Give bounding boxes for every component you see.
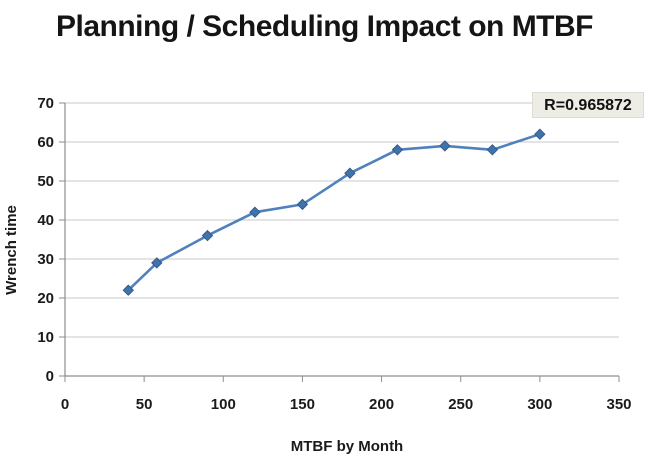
data-point-marker <box>344 167 356 179</box>
data-point-marker <box>391 144 404 156</box>
y-tick-label: 40 <box>37 212 54 229</box>
y-tick-label: 50 <box>37 173 54 190</box>
x-tick-label: 350 <box>606 396 631 413</box>
data-point-marker <box>249 206 261 218</box>
correlation-annotation: R=0.965872 <box>532 92 644 118</box>
data-point-marker <box>486 144 499 156</box>
data-point-marker <box>122 284 135 296</box>
x-tick-label: 300 <box>527 396 552 413</box>
y-tick-label: 70 <box>37 95 54 112</box>
y-tick-label: 60 <box>37 134 54 151</box>
x-tick-label: 50 <box>136 396 153 413</box>
y-tick-label: 20 <box>37 290 54 307</box>
series-line <box>127 132 542 292</box>
x-tick-label: 0 <box>61 396 69 413</box>
x-tick-label: 200 <box>369 396 394 413</box>
x-tick-label: 150 <box>290 396 315 413</box>
data-point-marker <box>534 128 546 140</box>
x-tick-label: 100 <box>211 396 236 413</box>
y-tick-label: 30 <box>37 251 54 268</box>
x-tick-label: 250 <box>448 396 473 413</box>
data-point-marker <box>151 257 163 269</box>
data-point-marker <box>201 229 214 242</box>
y-tick-label: 0 <box>46 368 54 385</box>
chart-title: Planning / Scheduling Impact on MTBF <box>56 10 594 43</box>
y-tick-label: 10 <box>37 329 54 346</box>
x-axis-title: MTBF by Month <box>290 438 404 455</box>
data-point-marker <box>296 198 309 211</box>
y-axis-title: Wrench time <box>3 205 20 295</box>
data-point-marker <box>439 140 451 152</box>
